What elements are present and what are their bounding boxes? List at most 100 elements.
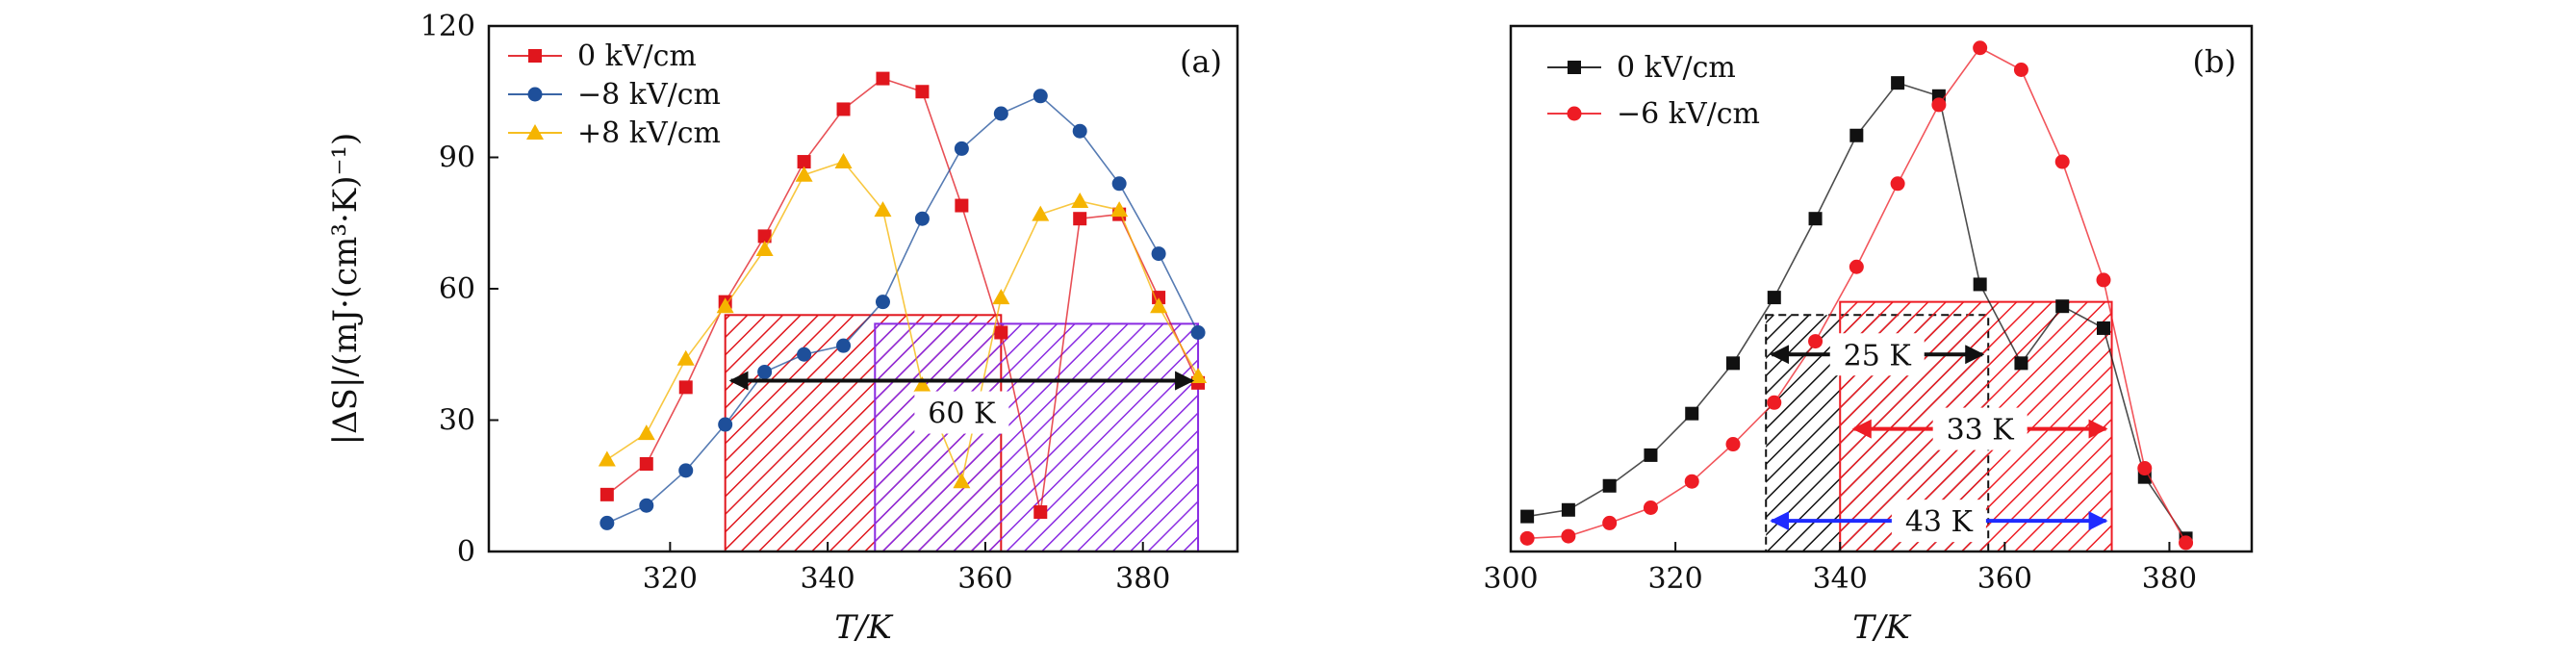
- legend-label: −6 kV/cm: [1617, 97, 1760, 131]
- x-axis-title: T/K: [1852, 608, 1912, 647]
- arrow-label-box: [1891, 500, 1986, 543]
- data-point: [2137, 461, 2153, 476]
- legend-item: 0 kV/cm: [1547, 51, 1736, 85]
- legend-item: 0 kV/cm: [508, 39, 697, 73]
- legend-label: 0 kV/cm: [577, 39, 697, 73]
- range-arrow-label: 60 K: [928, 398, 996, 431]
- legend-item: −8 kV/cm: [508, 78, 721, 112]
- data-point: [1602, 478, 1617, 493]
- arrow-label-box: [914, 391, 1009, 434]
- data-point: [993, 106, 1008, 121]
- axis-ticks: 300 320 340 360 380: [1483, 542, 2197, 596]
- data-point: [2014, 356, 2028, 371]
- data-series-group: [598, 71, 1208, 530]
- data-point: [1725, 437, 1741, 452]
- data-point: [678, 380, 693, 395]
- data-point: [1767, 291, 1781, 305]
- data-point: [1726, 356, 1740, 371]
- data-point: [1643, 500, 1658, 515]
- data-point: [797, 346, 812, 362]
- plot-frame: [1509, 24, 2254, 553]
- data-point: [1072, 123, 1087, 139]
- legend-marker: [1567, 106, 1582, 121]
- data-point: [1150, 297, 1168, 314]
- data-point: [875, 295, 890, 310]
- data-point: [2054, 154, 2070, 169]
- data-point: [599, 515, 615, 530]
- data-point: [1602, 515, 1618, 530]
- legend: 0 kV/cm −6 kV/cm: [1547, 51, 1760, 131]
- data-point: [2097, 321, 2110, 335]
- series: [598, 153, 1208, 489]
- data-point: [1561, 502, 1575, 517]
- data-point: [797, 155, 811, 169]
- data-point: [1891, 76, 1905, 90]
- data-point: [1931, 97, 1947, 113]
- legend-label: −8 kV/cm: [577, 78, 721, 112]
- panel-b: 25 K 33 K 43 K 300 320 340 360 380 (b) T/K 0 k…: [1483, 24, 2254, 647]
- data-point: [1849, 128, 1864, 142]
- data-point: [1071, 192, 1089, 208]
- x-tick-label: 300: [1483, 562, 1538, 596]
- data-point: [718, 417, 733, 432]
- data-point: [1849, 259, 1864, 274]
- data-point: [2013, 63, 2028, 77]
- series-line: [606, 94, 1199, 525]
- y-tick-label: 120: [421, 10, 475, 43]
- x-tick-label: 340: [801, 562, 855, 596]
- panel-label: (b): [2193, 43, 2236, 80]
- data-point: [2096, 272, 2111, 288]
- panel-a: 60 K 320 340 360 380 0 30 60 90 120 (a) T/K |ΔS|…: [326, 10, 1239, 647]
- data-point: [1808, 334, 1824, 349]
- x-tick-label: 380: [2142, 562, 2197, 596]
- data-point: [834, 153, 853, 169]
- data-point: [954, 141, 969, 156]
- y-tick-label: 90: [439, 141, 475, 175]
- data-point: [1033, 505, 1048, 520]
- series-line: [606, 77, 1199, 513]
- range-arrow-label: 25 K: [1844, 339, 1912, 372]
- range-arrow-label: 33 K: [1947, 414, 2015, 448]
- arrow-label-box: [1932, 407, 2028, 450]
- data-point: [1073, 212, 1087, 226]
- data-point: [994, 325, 1008, 340]
- x-axis-title: T/K: [834, 608, 894, 647]
- arrow-label-box: [1829, 333, 1925, 376]
- data-point: [1685, 406, 1699, 421]
- y-tick-label: 0: [457, 535, 475, 569]
- x-tick-label: 360: [1977, 562, 2032, 596]
- series: [599, 89, 1206, 530]
- legend-label: 0 kV/cm: [1617, 51, 1736, 85]
- data-point: [639, 498, 654, 513]
- legend-marker: [1568, 61, 1581, 74]
- data-point: [915, 85, 930, 99]
- series-line: [606, 161, 1199, 484]
- data-point: [992, 289, 1010, 305]
- x-tick-label: 340: [1813, 562, 1868, 596]
- data-point: [1767, 395, 1782, 410]
- legend-marker: [528, 49, 542, 63]
- y-tick-label: 30: [439, 404, 475, 438]
- legend-item: −6 kV/cm: [1547, 97, 1760, 131]
- data-point: [795, 166, 813, 182]
- data-point: [1110, 201, 1129, 218]
- data-point: [1033, 89, 1048, 104]
- annotation-group: 60 K: [728, 371, 1195, 434]
- data-point: [953, 473, 971, 489]
- x-tick-label: 360: [957, 562, 1012, 596]
- data-point: [1973, 277, 1987, 292]
- data-point: [1190, 325, 1206, 340]
- data-point: [1032, 205, 1050, 221]
- data-point: [1808, 212, 1823, 226]
- x-tick-label: 320: [1647, 562, 1702, 596]
- data-point: [836, 102, 851, 116]
- data-point: [876, 71, 890, 86]
- data-point: [1644, 448, 1658, 462]
- data-point: [1561, 528, 1576, 544]
- data-point: [1890, 176, 1905, 192]
- data-point: [914, 211, 930, 226]
- series: [1519, 40, 2194, 551]
- x-tick-label: 320: [643, 562, 698, 596]
- x-tick-label: 380: [1115, 562, 1170, 596]
